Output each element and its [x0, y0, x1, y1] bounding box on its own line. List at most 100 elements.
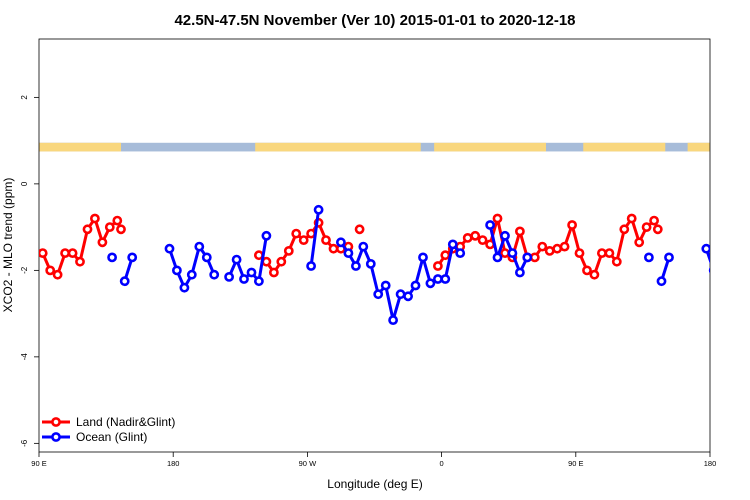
data-point	[291, 228, 302, 239]
data-point	[209, 269, 220, 280]
data-point	[529, 252, 540, 263]
data-point	[373, 289, 384, 300]
y-axis: 2 0 -2 -4 -6	[20, 95, 39, 447]
data-point	[112, 215, 123, 226]
data-point	[104, 222, 115, 232]
data-point	[462, 232, 473, 243]
land-sea-band	[39, 142, 710, 152]
data-point	[418, 252, 428, 263]
y-tick-label: -2	[20, 266, 29, 274]
series-line	[309, 209, 321, 267]
data-point	[582, 265, 592, 276]
data-point	[567, 220, 577, 230]
data-point	[164, 243, 175, 254]
plot-border	[38, 38, 711, 453]
data-point	[201, 252, 212, 263]
data-point	[440, 250, 451, 261]
series-ocean	[107, 204, 725, 325]
data-point	[246, 267, 257, 278]
y-tick-label: 2	[20, 95, 29, 100]
data-point	[60, 248, 70, 258]
x-tick-label: 90 E	[568, 459, 583, 468]
x-tick-label: 180	[167, 459, 180, 468]
data-point	[119, 276, 130, 287]
data-point	[492, 213, 503, 224]
data-point	[604, 248, 615, 258]
data-point	[276, 256, 287, 267]
data-point	[107, 252, 117, 263]
legend-marker	[51, 432, 61, 442]
data-point	[395, 289, 406, 300]
data-point	[708, 267, 710, 274]
data-point	[253, 276, 264, 287]
legend: Land (Nadir&Glint)Ocean (Glint)	[42, 415, 175, 444]
data-point	[470, 230, 481, 241]
data-point	[515, 226, 525, 237]
data-point	[574, 248, 585, 258]
x-axis: 90 E 180 90 W 0 90 E 180	[31, 452, 716, 468]
legend-label: Land (Nadir&Glint)	[76, 415, 175, 429]
land-band-segment	[583, 142, 666, 152]
data-point	[231, 254, 242, 265]
data-point	[492, 252, 503, 263]
data-point	[537, 241, 548, 252]
data-point	[485, 220, 495, 230]
data-point	[410, 280, 421, 291]
data-point	[365, 258, 376, 269]
data-point	[380, 280, 391, 291]
data-point	[589, 269, 600, 280]
data-point	[455, 248, 466, 258]
x-tick-label: 90 W	[299, 459, 317, 468]
data-point	[179, 282, 190, 293]
data-point	[718, 284, 725, 291]
data-point	[321, 235, 331, 245]
data-point	[261, 230, 272, 241]
data-point	[403, 291, 413, 302]
x-tick-label: 90 E	[31, 459, 46, 468]
data-point	[45, 265, 56, 276]
data-point	[544, 245, 555, 256]
data-point	[116, 224, 126, 235]
data-point	[515, 267, 525, 278]
data-point	[171, 265, 182, 276]
data-point	[664, 252, 674, 263]
land-band-segment	[255, 142, 421, 152]
series-land	[39, 213, 663, 280]
data-point	[477, 235, 488, 245]
legend-marker	[51, 417, 61, 427]
plot-frame	[38, 38, 711, 453]
series-layer	[39, 204, 725, 325]
land-band-segment	[39, 142, 122, 152]
data-point	[425, 278, 436, 289]
data-point	[343, 248, 354, 258]
land-band-segment	[687, 142, 710, 152]
x-tick-label: 180	[704, 459, 717, 468]
x-tick-label: 0	[440, 459, 444, 468]
data-point	[67, 248, 78, 258]
land-band-segment	[434, 142, 546, 152]
data-point	[559, 241, 570, 252]
data-point	[641, 222, 652, 232]
y-axis-label: XCO2 - MLO trend (ppm)	[1, 178, 15, 313]
data-point	[239, 274, 249, 284]
data-point	[656, 276, 667, 287]
series-line	[704, 248, 710, 265]
data-point	[619, 224, 630, 235]
data-point	[335, 237, 346, 248]
data-point	[634, 237, 645, 248]
data-point	[701, 243, 710, 254]
data-point	[649, 215, 659, 226]
data-point	[354, 224, 365, 235]
y-tick-label: 0	[20, 181, 29, 186]
legend-entry: Ocean (Glint)	[42, 430, 147, 444]
y-tick-label: -4	[20, 353, 29, 361]
data-point	[388, 315, 398, 325]
data-point	[298, 235, 309, 245]
data-point	[52, 269, 63, 280]
data-point	[350, 261, 361, 271]
legend-label: Ocean (Glint)	[76, 430, 147, 444]
data-point	[268, 267, 279, 278]
data-point	[313, 204, 324, 215]
data-point	[611, 256, 622, 267]
